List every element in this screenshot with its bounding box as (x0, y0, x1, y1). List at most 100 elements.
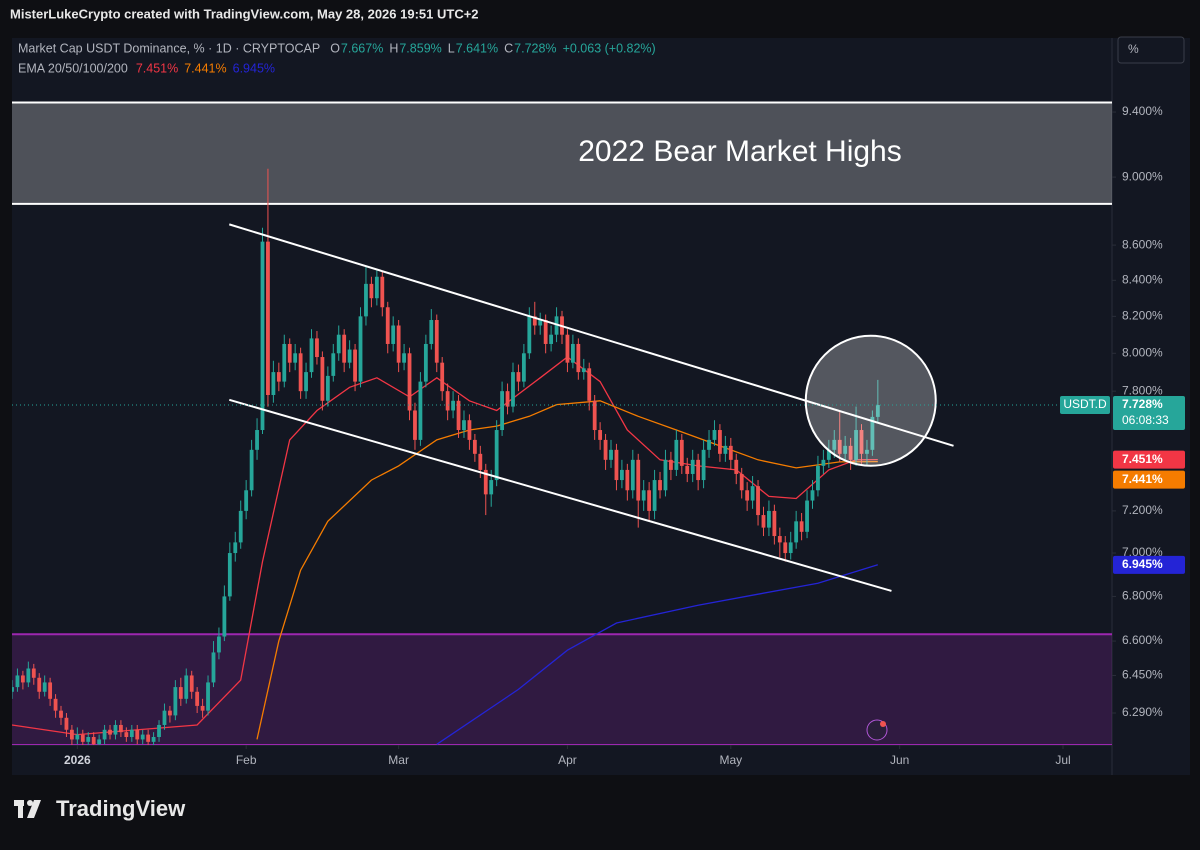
candle-body (652, 480, 657, 511)
y-tick-label: 8.000% (1122, 345, 1163, 359)
y-tick-label: 8.600% (1122, 237, 1163, 251)
candle-body (451, 400, 455, 411)
candle-body (854, 430, 858, 460)
plot (12, 101, 1112, 745)
candle-body (478, 453, 483, 470)
candle-body (151, 737, 156, 742)
candle-body (543, 320, 548, 344)
symbol-badge (1060, 396, 1110, 415)
candle-body (767, 510, 771, 528)
candle-body (178, 687, 183, 699)
candle-body (309, 338, 314, 373)
candle-body (630, 459, 635, 491)
candle-body (679, 439, 684, 466)
y-tick-label: 6.800% (1122, 589, 1163, 603)
candle-body (364, 283, 368, 317)
candle-body (20, 675, 25, 683)
candle-body (287, 343, 292, 363)
candle-body (119, 724, 123, 733)
ema-badge-label: 7.441% (1122, 472, 1163, 486)
candle-body (636, 459, 641, 501)
candle-body (222, 596, 227, 637)
candle-body (832, 439, 837, 450)
candle-body (521, 353, 526, 382)
price-badge (1113, 396, 1185, 431)
scale-button[interactable] (1117, 36, 1185, 64)
candle-body (794, 521, 799, 543)
candle-body (407, 353, 412, 411)
y-tick-label: 8.400% (1122, 272, 1163, 286)
legend-key: H (389, 41, 398, 55)
symbol-badge-label: USDT.D (1063, 397, 1107, 411)
scale-button-label[interactable]: % (1128, 42, 1139, 56)
candle-body (168, 710, 172, 716)
legend-change: +0.063 (+0.82%) (563, 41, 656, 55)
candle-body (690, 459, 695, 474)
candle-body (707, 439, 711, 450)
candle-body (750, 486, 755, 501)
candle-body (53, 698, 58, 711)
candle-body (592, 400, 597, 431)
candle-body (685, 465, 690, 474)
legend-name: Market Cap USDT Dominance, % · 1D · CRYP… (18, 41, 320, 55)
candle-body (658, 480, 662, 491)
candle-body (135, 729, 140, 740)
candle-body (456, 400, 461, 431)
indicator-value: 6.945% (233, 61, 275, 75)
candle-body (173, 687, 178, 716)
candle-body (576, 343, 581, 373)
candle-body (434, 320, 439, 363)
candle-body (266, 241, 270, 396)
candle-body (385, 307, 390, 344)
candle-body (102, 729, 107, 740)
y-tick-label: 9.000% (1122, 169, 1163, 183)
y-tick-label: 6.600% (1122, 633, 1163, 647)
legend-key: C (504, 41, 513, 55)
candle-body (315, 338, 319, 358)
candle-body (217, 636, 221, 653)
candle-body (723, 445, 728, 454)
overlay: 2022 Bear Market Highs (578, 135, 902, 168)
ema-badge (1113, 470, 1185, 489)
ema-line (12, 356, 878, 736)
candle-body (423, 343, 428, 382)
legend-key: L (448, 41, 455, 55)
candle-body (570, 343, 575, 363)
y-tick-label: 7.200% (1122, 503, 1163, 517)
candle-body (342, 334, 347, 363)
candle-body (97, 739, 102, 745)
candle-body (238, 510, 243, 543)
candle-body (282, 343, 287, 382)
candle-body (799, 521, 804, 532)
candle-body (516, 372, 521, 382)
legend-value: 7.859% (399, 41, 441, 55)
candle-body (211, 652, 216, 683)
candle-body (777, 536, 782, 543)
candle-body (380, 276, 385, 308)
candle-body (859, 430, 864, 454)
candle-body (69, 729, 74, 740)
candle-body (37, 677, 42, 692)
candle-body (255, 430, 259, 450)
footer-brand: TradingView (56, 796, 186, 821)
candle-body (783, 542, 788, 554)
zone (12, 102, 1112, 204)
candle-body (696, 459, 701, 481)
candle-body (200, 705, 205, 711)
x-tick-label: Mar (388, 753, 409, 767)
candle-body (467, 420, 472, 440)
candle-body (358, 316, 363, 382)
candle-body (353, 349, 357, 382)
candle-body (870, 416, 875, 450)
candle-body (669, 459, 673, 470)
indicator-name: EMA 20/50/100/200 (18, 61, 128, 75)
candle-body (805, 500, 809, 532)
candle-body (445, 391, 450, 411)
candle-body (598, 430, 603, 440)
footer-logo (14, 800, 41, 818)
trendline (228, 223, 954, 447)
candle-body (810, 490, 815, 501)
legend-value: 7.728% (514, 41, 556, 55)
candle-body (304, 372, 308, 392)
zone-label: 2022 Bear Market Highs (578, 135, 902, 168)
